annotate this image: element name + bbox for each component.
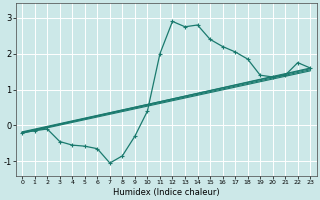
X-axis label: Humidex (Indice chaleur): Humidex (Indice chaleur) xyxy=(113,188,220,197)
